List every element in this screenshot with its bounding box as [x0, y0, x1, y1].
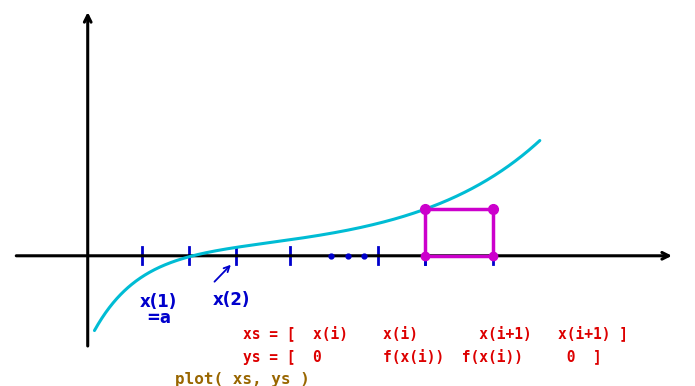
- Text: plot( xs, ys ): plot( xs, ys ): [175, 372, 310, 386]
- Text: x(2): x(2): [213, 291, 250, 309]
- Text: ys = [  0       f(x(i))  f(x(i))     0  ]: ys = [ 0 f(x(i)) f(x(i)) 0 ]: [243, 349, 602, 365]
- Text: x(1): x(1): [140, 293, 177, 311]
- Text: =a: =a: [146, 309, 171, 327]
- Text: xs = [  x(i)    x(i)       x(i+1)   x(i+1) ]: xs = [ x(i) x(i) x(i+1) x(i+1) ]: [243, 325, 628, 341]
